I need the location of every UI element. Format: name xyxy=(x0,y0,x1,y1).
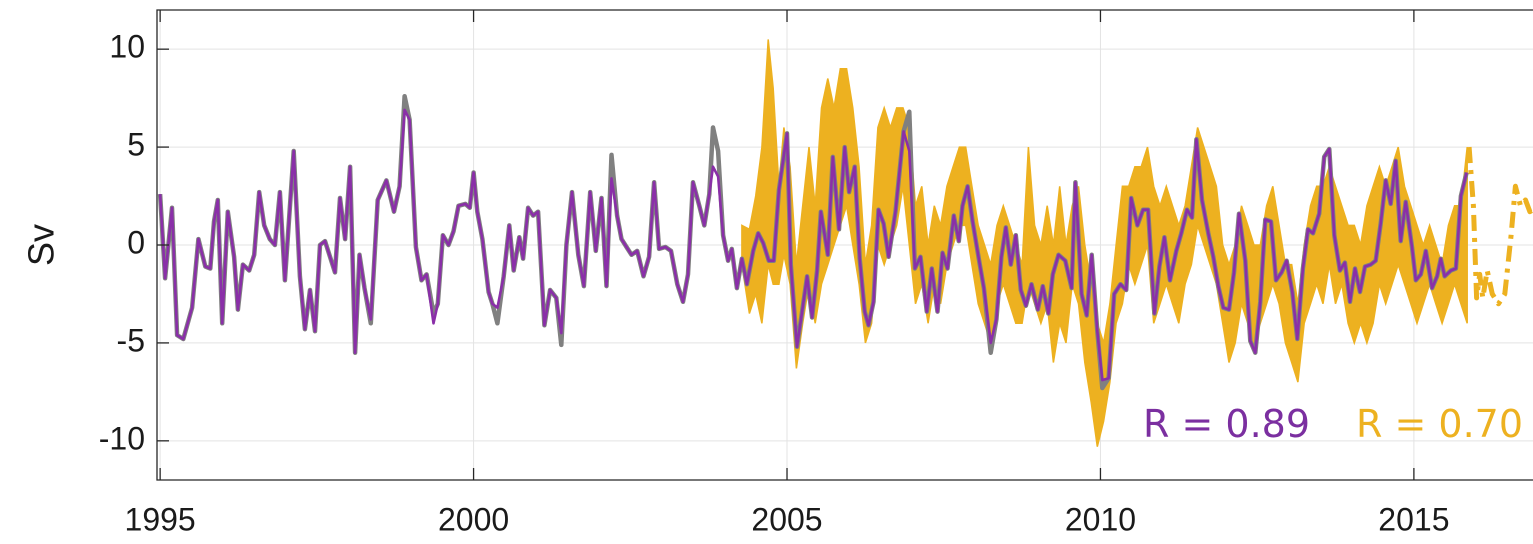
y-tick-label: 0 xyxy=(127,224,145,260)
plot-area xyxy=(157,39,1533,447)
y-tick-label: 5 xyxy=(127,127,145,163)
line xyxy=(1466,146,1533,307)
line xyxy=(158,108,1468,382)
x-tick-label: 2000 xyxy=(438,501,509,537)
x-tick-label: 1995 xyxy=(125,501,196,537)
y-axis-label: Sv xyxy=(21,224,62,266)
x-tick-label: 2005 xyxy=(751,501,822,537)
y-tick-label: -5 xyxy=(117,322,145,358)
annotation: R = 0.89 xyxy=(1143,402,1310,446)
y-tick-label: -10 xyxy=(99,420,145,456)
x-tick-label: 2015 xyxy=(1378,501,1449,537)
axes: 1995 2000 2005 2010 2015 -10 -5 0 5 10 xyxy=(99,9,1533,537)
axis-frame xyxy=(156,9,1533,481)
y-tick-label: 10 xyxy=(109,29,145,65)
x-tick-label: 2010 xyxy=(1065,501,1136,537)
annotation: R = 0.70 xyxy=(1356,402,1523,446)
